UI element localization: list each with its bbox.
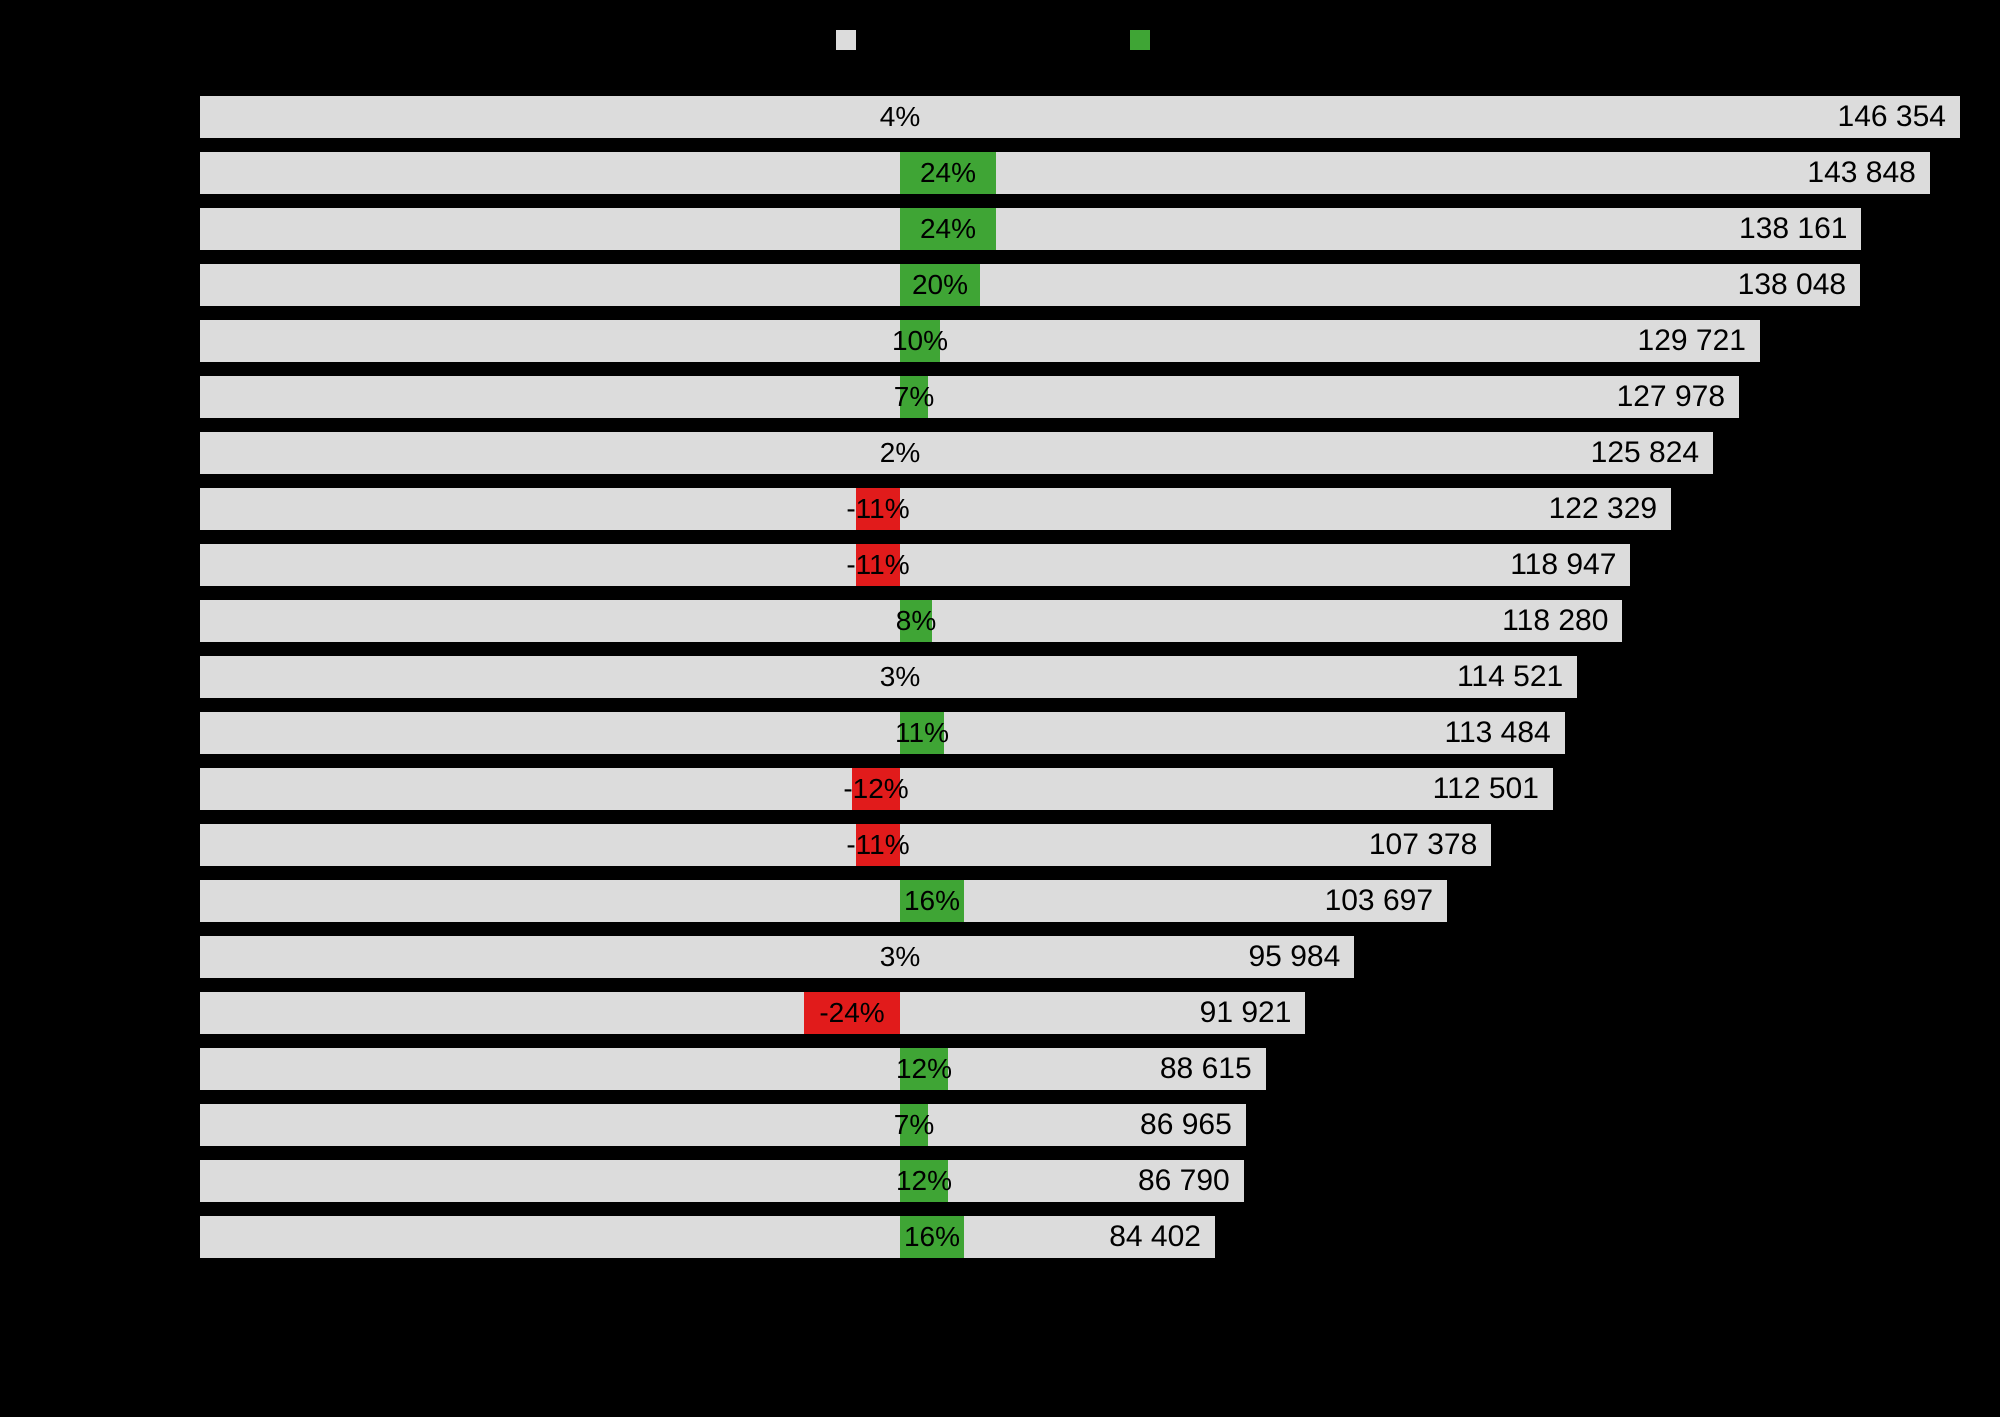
chart-row: 127 978 7% (200, 376, 1960, 418)
value-label: 91 921 (1200, 992, 1292, 1034)
value-bar: 86 965 (200, 1104, 1246, 1146)
chart-row: 138 161 24% (200, 208, 1960, 250)
value-label: 118 280 (1502, 600, 1608, 642)
value-bar: 138 161 (200, 208, 1861, 250)
pct-label: -11% (833, 544, 923, 586)
value-bar: 103 697 (200, 880, 1447, 922)
chart-row: 146 354 4% (200, 96, 1960, 138)
value-bar: 86 790 (200, 1160, 1244, 1202)
chart-row: 91 921 -24% (200, 992, 1960, 1034)
pct-label: 4% (855, 96, 945, 138)
value-bar: 88 615 (200, 1048, 1266, 1090)
chart-row: 138 048 20% (200, 264, 1960, 306)
pct-label: -11% (833, 488, 923, 530)
value-bar: 91 921 (200, 992, 1305, 1034)
value-label: 129 721 (1638, 320, 1746, 362)
legend-item-sample (836, 30, 870, 50)
value-label: 127 978 (1617, 376, 1725, 418)
value-label: 84 402 (1109, 1216, 1201, 1258)
chart-row: 86 965 7% (200, 1104, 1960, 1146)
pct-label: -24% (807, 992, 897, 1034)
chart-row: 125 824 2% (200, 432, 1960, 474)
pct-label: 10% (875, 320, 965, 362)
chart-row: 112 501 -12% (200, 768, 1960, 810)
value-label: 125 824 (1591, 432, 1699, 474)
value-bar: 143 848 (200, 152, 1930, 194)
chart-row: 84 402 16% (200, 1216, 1960, 1258)
value-bar: 129 721 (200, 320, 1760, 362)
chart-page: 146 3544%143 84824%138 16124%138 04820%1… (0, 0, 2000, 1417)
value-bar: 95 984 (200, 936, 1354, 978)
pct-label: 12% (879, 1160, 969, 1202)
value-label: 112 501 (1433, 768, 1539, 810)
pct-label: 11% (877, 712, 967, 754)
pct-label: 20% (895, 264, 985, 306)
value-bar: 138 048 (200, 264, 1860, 306)
chart-row: 88 615 12% (200, 1048, 1960, 1090)
pct-label: 24% (903, 152, 993, 194)
pct-label: 16% (887, 1216, 977, 1258)
value-label: 146 354 (1838, 96, 1946, 138)
pct-label: 3% (855, 656, 945, 698)
pct-label: 8% (871, 600, 961, 642)
legend (0, 30, 2000, 50)
value-bar: 84 402 (200, 1216, 1215, 1258)
chart-row: 113 484 11% (200, 712, 1960, 754)
value-label: 107 378 (1369, 824, 1477, 866)
chart-row: 95 984 3% (200, 936, 1960, 978)
pct-label: 16% (887, 880, 977, 922)
value-label: 88 615 (1160, 1048, 1252, 1090)
chart-row: 143 848 24% (200, 152, 1960, 194)
chart-row: 118 280 8% (200, 600, 1960, 642)
value-bar: 125 824 (200, 432, 1713, 474)
chart-row: 107 378 -11% (200, 824, 1960, 866)
value-label: 122 329 (1549, 488, 1657, 530)
legend-item-delta (1130, 30, 1164, 50)
value-label: 114 521 (1457, 656, 1563, 698)
pct-label: 2% (855, 432, 945, 474)
value-bar: 146 354 (200, 96, 1960, 138)
value-label: 86 790 (1138, 1160, 1230, 1202)
legend-swatch-delta (1130, 30, 1150, 50)
value-label: 138 048 (1738, 264, 1846, 306)
chart-rows: 146 3544%143 84824%138 16124%138 04820%1… (200, 96, 1960, 1377)
chart-row: 129 721 10% (200, 320, 1960, 362)
pct-label: 7% (869, 376, 959, 418)
chart-row: 122 329 -11% (200, 488, 1960, 530)
pct-label: -12% (831, 768, 921, 810)
legend-swatch-sample (836, 30, 856, 50)
value-label: 118 947 (1510, 544, 1616, 586)
pct-label: -11% (833, 824, 923, 866)
chart-row: 103 697 16% (200, 880, 1960, 922)
value-label: 86 965 (1140, 1104, 1232, 1146)
value-bar: 122 329 (200, 488, 1671, 530)
value-label: 143 848 (1807, 152, 1915, 194)
value-label: 113 484 (1444, 712, 1550, 754)
pct-label: 12% (879, 1048, 969, 1090)
pct-label: 3% (855, 936, 945, 978)
value-label: 138 161 (1739, 208, 1847, 250)
value-bar: 127 978 (200, 376, 1739, 418)
chart-row: 114 521 3% (200, 656, 1960, 698)
pct-label: 24% (903, 208, 993, 250)
value-label: 95 984 (1249, 936, 1341, 978)
value-label: 103 697 (1325, 880, 1433, 922)
chart-row: 118 947 -11% (200, 544, 1960, 586)
chart-row: 86 790 12% (200, 1160, 1960, 1202)
pct-label: 7% (869, 1104, 959, 1146)
